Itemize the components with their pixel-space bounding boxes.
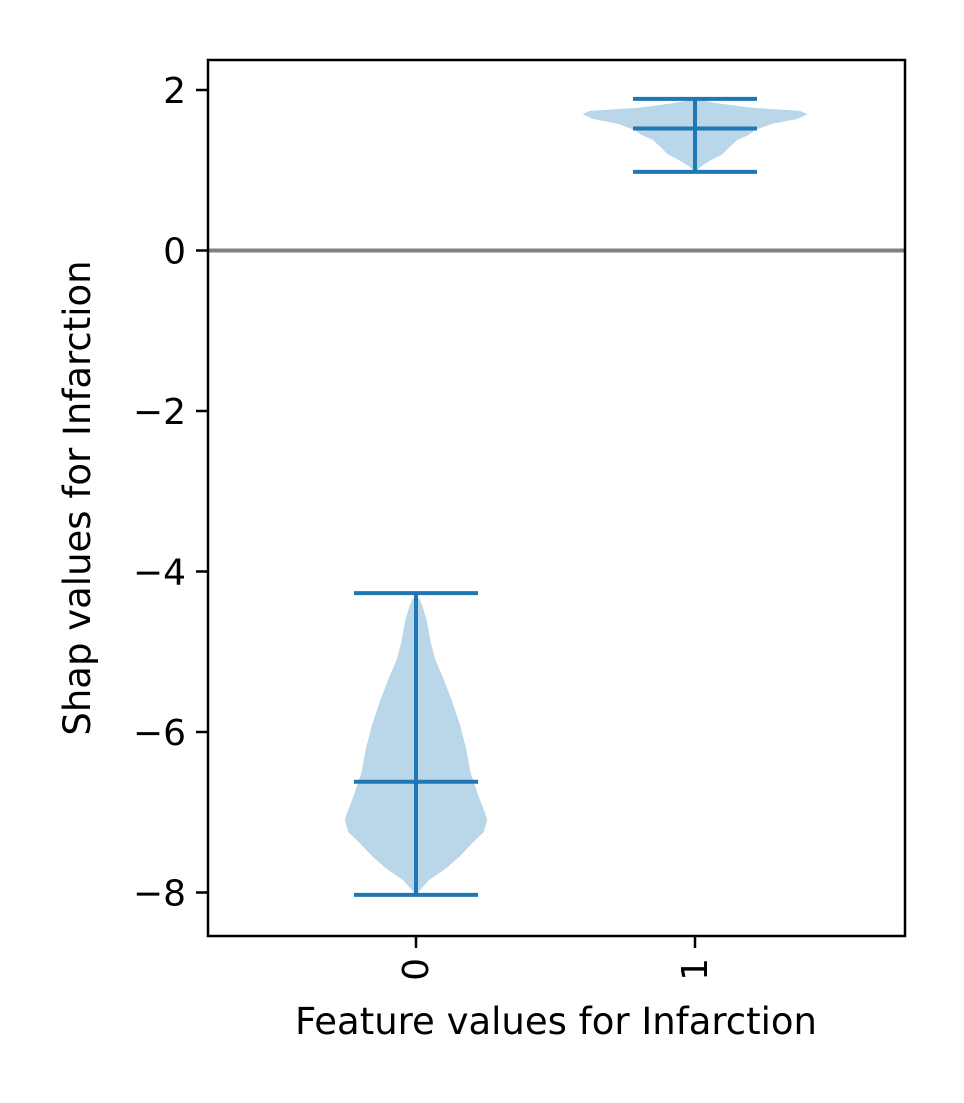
y-axis: 2 0 −2 −4 −6 −8	[133, 71, 208, 915]
x-axis-title: Feature values for Infarction	[295, 1000, 817, 1043]
y-tick-label: −2	[133, 392, 186, 433]
plot-area	[208, 96, 905, 897]
y-tick-label: −4	[133, 553, 186, 594]
y-tick-label: 2	[163, 71, 186, 112]
y-tick-label: 0	[163, 232, 186, 273]
y-tick-label: −8	[133, 874, 186, 915]
plot-frame	[206, 58, 907, 938]
x-tick-label: 0	[396, 958, 437, 981]
y-tick-label: −6	[133, 713, 186, 754]
y-axis-title: Shap values for Infarction	[56, 260, 99, 735]
x-tick-label: 1	[675, 958, 716, 981]
